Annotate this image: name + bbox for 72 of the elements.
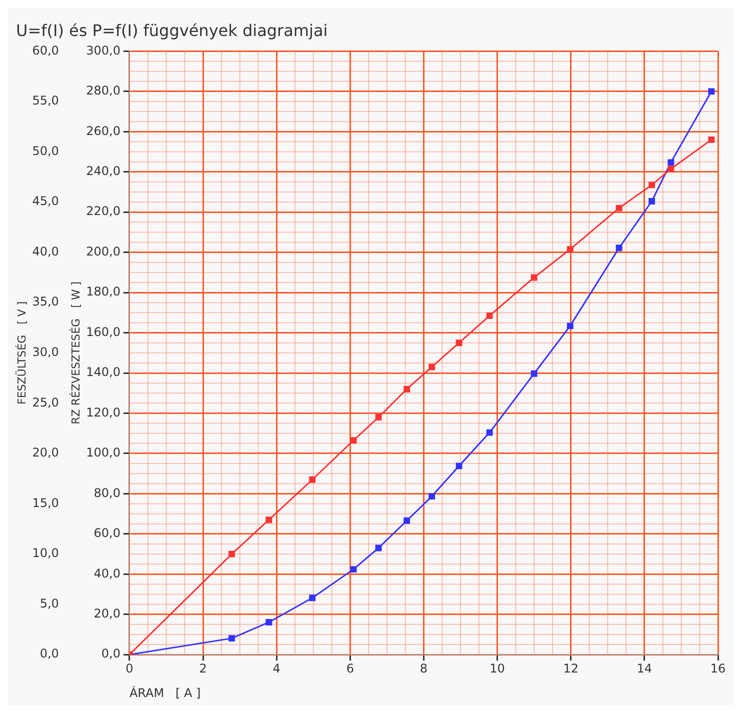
point bbox=[350, 566, 357, 573]
point bbox=[668, 159, 674, 166]
x-tick-label: 16 bbox=[710, 662, 726, 676]
point bbox=[428, 493, 436, 500]
point bbox=[456, 462, 462, 470]
point bbox=[486, 312, 493, 319]
y-tick-label: 60,0 bbox=[94, 526, 120, 540]
x-tick-label: 8 bbox=[420, 662, 428, 676]
x-tick-label: 0 bbox=[126, 662, 134, 676]
point bbox=[486, 429, 493, 436]
y2-tick-label: 10,0 bbox=[32, 546, 59, 560]
y2-tick-label: 50,0 bbox=[32, 144, 59, 158]
chart-title: U=f(I) és P=f(I) függvények diagramjai bbox=[16, 20, 328, 40]
point bbox=[616, 204, 622, 212]
point bbox=[428, 364, 436, 370]
point bbox=[530, 274, 538, 281]
y2-tick-label: 15,0 bbox=[32, 496, 59, 510]
point bbox=[375, 414, 382, 420]
y2-tick-label: 40,0 bbox=[32, 244, 59, 258]
point bbox=[708, 88, 715, 95]
y-tick-label: 160,0 bbox=[86, 324, 120, 339]
x-tick-label: 6 bbox=[346, 662, 354, 676]
y2-tick-label: 0,0 bbox=[40, 646, 59, 661]
y2-tick-label: 45,0 bbox=[32, 194, 59, 208]
x-axis-title: ÁRAM [ A ] bbox=[129, 684, 201, 700]
y-tick-label: 100,0 bbox=[86, 446, 120, 460]
y2-tick-label: 30,0 bbox=[32, 345, 59, 360]
point bbox=[668, 166, 674, 172]
point bbox=[648, 182, 656, 188]
y2-tick-label: 60,0 bbox=[32, 43, 59, 58]
y-tick-label: 180,0 bbox=[86, 284, 120, 299]
y-tick-label: 280,0 bbox=[86, 84, 120, 98]
point bbox=[530, 370, 538, 377]
point bbox=[616, 244, 622, 252]
y2-tick-label: 5,0 bbox=[40, 596, 59, 610]
x-tick-label: 2 bbox=[199, 662, 207, 676]
x-tick-label: 10 bbox=[490, 662, 505, 676]
point bbox=[228, 550, 235, 558]
y2-tick-label: 55,0 bbox=[32, 94, 59, 108]
x-tick-label: 12 bbox=[563, 662, 579, 676]
y-tick-label: 0,0 bbox=[101, 646, 120, 661]
y-tick-label: 260,0 bbox=[86, 124, 120, 138]
point bbox=[375, 544, 382, 552]
y-axis-title: RZ RÉZVESZTESÉG [ W ] bbox=[68, 281, 82, 424]
y2-tick-label: 35,0 bbox=[32, 294, 59, 309]
y2-tick-label: 20,0 bbox=[32, 446, 59, 460]
y-tick-label: 120,0 bbox=[86, 405, 120, 420]
y-tick-label: 140,0 bbox=[86, 365, 120, 380]
point bbox=[708, 136, 715, 143]
point bbox=[309, 476, 316, 483]
point bbox=[266, 618, 272, 626]
x-tick-label: 4 bbox=[272, 662, 280, 676]
point bbox=[404, 517, 410, 524]
point bbox=[350, 437, 357, 444]
y-tick-label: 200,0 bbox=[86, 244, 120, 258]
y-tick-label: 20,0 bbox=[94, 606, 120, 620]
point bbox=[266, 516, 272, 524]
point bbox=[228, 635, 235, 642]
point bbox=[566, 246, 574, 253]
point bbox=[648, 198, 656, 204]
point bbox=[309, 594, 316, 602]
y-tick-label: 220,0 bbox=[86, 204, 120, 218]
y-tick-label: 240,0 bbox=[86, 164, 120, 178]
y2-tick-label: 25,0 bbox=[32, 395, 59, 410]
x-tick-label: 14 bbox=[636, 662, 652, 676]
point bbox=[456, 340, 462, 346]
point bbox=[404, 386, 410, 392]
y-tick-label: 300,0 bbox=[86, 43, 120, 58]
y2-axis-title: FESZÜLTSÉG [ V ] bbox=[14, 301, 28, 405]
point bbox=[566, 322, 574, 330]
y-tick-label: 80,0 bbox=[94, 486, 120, 500]
y-tick-label: 40,0 bbox=[94, 566, 120, 580]
